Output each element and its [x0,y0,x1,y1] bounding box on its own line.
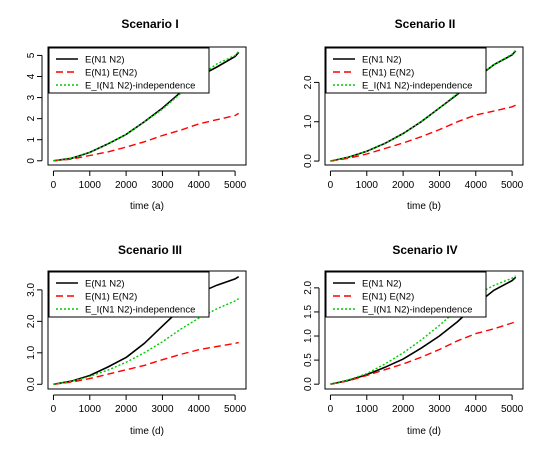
plot-frame [47,46,247,166]
legend: E(N1 N2) E(N1) E(N2) E_I(N1 N2)-independen… [48,271,210,318]
y-tick-label: 5 [26,52,37,58]
x-tick-label: 2000 [392,404,415,415]
y-tick-label: 0.5 [303,353,314,367]
legend-label: E_I(N1 N2)-independence [85,305,195,316]
chart-panel-3: Scenario III 0 1000 2000 3000 4000 5000 time (d… [26,243,247,437]
plot-frame [47,270,247,390]
x-tick-label: 0 [328,404,334,415]
legend: E(N1 N2) E(N1) E(N2) E_I(N1 N2)-independen… [48,47,210,94]
legend-label: E_I(N1 N2)-independence [362,81,472,92]
chart-panel-2: Scenario II 0 1000 2000 3000 4000 5000 time (b)… [303,17,524,212]
plot-area [53,50,240,162]
series-line-2 [53,341,239,385]
legend-label: E(N1) E(N2) [85,292,137,303]
x-tick-label: 2000 [115,404,138,415]
chart-title: Scenario III [118,243,182,257]
x-tick-label: 5000 [224,404,247,415]
y-tick-label: 2.0 [303,75,314,89]
chart-panel-4: Scenario IV 0 1000 2000 3000 4000 5000 time (d)… [303,243,524,437]
x-axis-label: time (a) [130,201,164,212]
y-tick-label: 1.0 [26,345,37,359]
series-line-2 [53,112,240,162]
x-tick-label: 0 [328,180,334,191]
x-tick-label: 1000 [79,180,102,191]
legend-box [325,271,487,318]
legend-label: E(N1) E(N2) [362,292,414,303]
chart-panel-1: Scenario I 0 1000 2000 3000 4000 5000 time (a) 0… [26,17,247,212]
legend-label: E_I(N1 N2)-independence [362,305,472,316]
y-tick-label: 2.0 [303,280,314,294]
x-tick-label: 4000 [465,404,488,415]
legend-box [325,47,487,94]
legend-label: E(N1 N2) [362,55,402,66]
y-tick-label: 2 [26,115,37,121]
x-tick-label: 1000 [356,404,379,415]
x-tick-label: 3000 [151,180,174,191]
y-tick-label: 0.0 [303,377,314,391]
y-tick-label: 0.0 [26,377,37,391]
x-tick-label: 1000 [356,180,379,191]
legend-box [48,271,210,318]
plot-area [330,275,517,385]
series-line-3 [53,298,240,385]
x-axis-label: time (b) [407,201,441,212]
y-tick-label: 4 [26,73,37,79]
series-line-2 [330,320,516,385]
legend: E(N1 N2) E(N1) E(N2) E_I(N1 N2)-independen… [325,47,487,94]
series-line-1 [53,276,240,386]
x-tick-label: 3000 [428,180,451,191]
legend-label: E(N1 N2) [362,279,402,290]
legend-label: E_I(N1 N2)-independence [85,81,195,92]
chart-title: Scenario I [121,17,178,31]
legend-label: E(N1) E(N2) [362,68,414,79]
legend: E(N1 N2) E(N1) E(N2) E_I(N1 N2)-independen… [325,271,487,318]
y-tick-label: 1.0 [303,329,314,343]
x-tick-label: 5000 [224,180,247,191]
x-tick-label: 3000 [428,404,451,415]
series-line-1 [53,51,240,162]
series-line-3 [330,275,517,385]
x-axis-label: time (d) [130,426,164,437]
series-line-1 [330,276,517,385]
series-line-3 [53,50,240,162]
plot-area [330,49,517,162]
plot-area [53,276,240,386]
y-tick-label: 2.0 [26,314,37,328]
x-tick-label: 5000 [501,404,524,415]
legend-label: E(N1) E(N2) [85,68,137,79]
series-line-1 [330,50,517,162]
x-tick-label: 2000 [392,180,415,191]
y-tick-label: 3 [26,94,37,100]
x-tick-label: 4000 [188,180,211,191]
y-tick-label: 1.0 [303,114,314,128]
series-line-2 [330,104,516,162]
legend-box [48,47,210,94]
y-tick-label: 1 [26,136,37,142]
x-tick-label: 4000 [188,404,211,415]
x-tick-label: 0 [51,180,57,191]
y-tick-label: 1.5 [303,305,314,319]
y-tick-label: 0.0 [303,154,314,168]
x-tick-label: 1000 [79,404,102,415]
x-tick-label: 4000 [465,180,488,191]
y-tick-label: 0 [26,158,37,164]
x-tick-label: 3000 [151,404,174,415]
x-tick-label: 0 [51,404,57,415]
x-tick-label: 2000 [115,180,138,191]
chart-title: Scenario IV [392,243,457,257]
chart-title: Scenario II [395,17,456,31]
legend-label: E(N1 N2) [85,279,125,290]
plot-frame [324,46,524,166]
x-axis-label: time (d) [407,426,441,437]
y-tick-label: 3.0 [26,282,37,296]
plot-frame [324,270,524,390]
legend-label: E(N1 N2) [85,55,125,66]
x-tick-label: 5000 [501,180,524,191]
